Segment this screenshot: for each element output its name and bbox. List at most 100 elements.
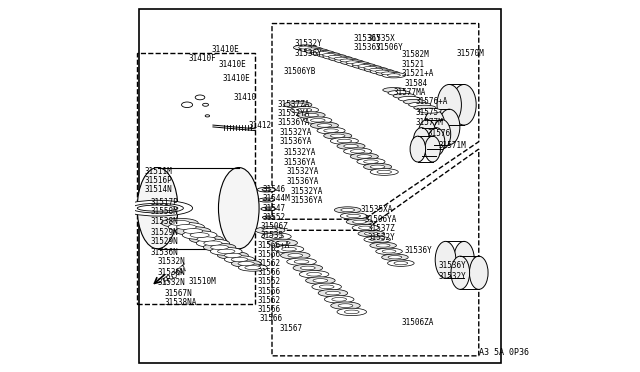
- Ellipse shape: [353, 63, 376, 69]
- Text: 31538NA: 31538NA: [165, 298, 197, 307]
- Ellipse shape: [265, 208, 271, 210]
- Text: 31537ZA: 31537ZA: [278, 100, 310, 109]
- Text: 31567N: 31567N: [165, 289, 193, 298]
- Ellipse shape: [357, 155, 372, 158]
- Ellipse shape: [313, 279, 328, 282]
- Ellipse shape: [218, 167, 259, 249]
- Text: 31544M: 31544M: [263, 195, 291, 203]
- Ellipse shape: [328, 55, 341, 58]
- Text: 31535: 31535: [261, 231, 284, 240]
- Ellipse shape: [470, 256, 488, 289]
- Ellipse shape: [297, 112, 325, 118]
- Text: 31514N: 31514N: [145, 185, 172, 194]
- Ellipse shape: [381, 254, 408, 260]
- Ellipse shape: [197, 237, 216, 241]
- Ellipse shape: [425, 136, 440, 162]
- Text: 31547: 31547: [263, 203, 286, 213]
- Ellipse shape: [275, 241, 290, 245]
- Ellipse shape: [204, 243, 236, 251]
- Ellipse shape: [225, 253, 241, 257]
- Ellipse shape: [269, 235, 284, 238]
- Ellipse shape: [280, 252, 310, 259]
- Ellipse shape: [310, 50, 324, 53]
- Ellipse shape: [294, 260, 309, 263]
- Text: 31546: 31546: [263, 185, 286, 194]
- Ellipse shape: [344, 148, 372, 155]
- Ellipse shape: [317, 127, 345, 134]
- Ellipse shape: [300, 47, 323, 52]
- Ellipse shape: [137, 205, 178, 211]
- Ellipse shape: [376, 244, 390, 247]
- Ellipse shape: [324, 296, 354, 303]
- Ellipse shape: [337, 143, 365, 150]
- Text: 31536Y: 31536Y: [353, 34, 381, 43]
- Ellipse shape: [324, 132, 352, 139]
- Ellipse shape: [122, 200, 193, 216]
- Text: 31506Z: 31506Z: [261, 222, 289, 231]
- Text: 31571M: 31571M: [438, 141, 466, 150]
- Ellipse shape: [262, 216, 274, 219]
- Text: 31576+A: 31576+A: [416, 97, 449, 106]
- Ellipse shape: [317, 124, 332, 127]
- Text: 31577MA: 31577MA: [394, 89, 426, 97]
- Ellipse shape: [291, 106, 319, 113]
- Text: 31566: 31566: [257, 305, 280, 314]
- Ellipse shape: [307, 272, 321, 276]
- Text: 31532N: 31532N: [157, 278, 186, 287]
- Ellipse shape: [370, 169, 398, 175]
- Text: 31566+A: 31566+A: [257, 241, 290, 250]
- Text: 31536Y: 31536Y: [353, 43, 381, 52]
- Ellipse shape: [189, 235, 223, 243]
- Ellipse shape: [388, 90, 410, 96]
- Ellipse shape: [218, 251, 248, 259]
- Ellipse shape: [239, 264, 268, 271]
- Ellipse shape: [370, 242, 396, 248]
- Ellipse shape: [358, 230, 385, 237]
- Ellipse shape: [263, 199, 270, 201]
- Ellipse shape: [364, 236, 390, 243]
- Text: 31576: 31576: [427, 129, 450, 138]
- Ellipse shape: [306, 277, 335, 284]
- Ellipse shape: [300, 266, 316, 270]
- Ellipse shape: [190, 233, 209, 237]
- Ellipse shape: [358, 65, 382, 71]
- Ellipse shape: [377, 170, 392, 174]
- Text: 31566: 31566: [257, 250, 280, 259]
- Ellipse shape: [170, 220, 190, 225]
- Ellipse shape: [383, 87, 405, 93]
- Ellipse shape: [262, 189, 271, 191]
- Ellipse shape: [310, 122, 339, 129]
- Ellipse shape: [388, 260, 414, 266]
- Ellipse shape: [393, 93, 415, 99]
- Text: 31536YA: 31536YA: [280, 137, 312, 146]
- Text: 31532YA: 31532YA: [280, 128, 312, 137]
- Ellipse shape: [364, 160, 378, 163]
- Ellipse shape: [364, 67, 388, 72]
- Ellipse shape: [376, 248, 403, 254]
- Ellipse shape: [262, 233, 291, 240]
- Text: 31532Y: 31532Y: [438, 272, 466, 281]
- Ellipse shape: [403, 99, 426, 104]
- Ellipse shape: [331, 302, 360, 310]
- Text: 31536YA: 31536YA: [291, 196, 323, 205]
- Ellipse shape: [376, 71, 400, 76]
- Ellipse shape: [175, 227, 211, 235]
- Text: 31536N: 31536N: [157, 268, 186, 277]
- Ellipse shape: [364, 163, 392, 170]
- Ellipse shape: [196, 239, 230, 247]
- Ellipse shape: [274, 246, 304, 253]
- Text: 31532Y: 31532Y: [368, 233, 396, 242]
- Text: 31506ZA: 31506ZA: [401, 318, 434, 327]
- Ellipse shape: [410, 136, 426, 162]
- Text: 31529N: 31529N: [150, 237, 178, 246]
- Ellipse shape: [414, 105, 436, 110]
- Text: 31567: 31567: [280, 324, 303, 333]
- Ellipse shape: [398, 96, 420, 101]
- Text: 31562: 31562: [257, 259, 280, 268]
- Text: 31532N: 31532N: [157, 257, 186, 266]
- Ellipse shape: [317, 52, 340, 58]
- Ellipse shape: [334, 57, 347, 60]
- Ellipse shape: [340, 59, 353, 62]
- Text: 31536YA: 31536YA: [287, 177, 319, 186]
- Text: 31536Y: 31536Y: [438, 261, 466, 270]
